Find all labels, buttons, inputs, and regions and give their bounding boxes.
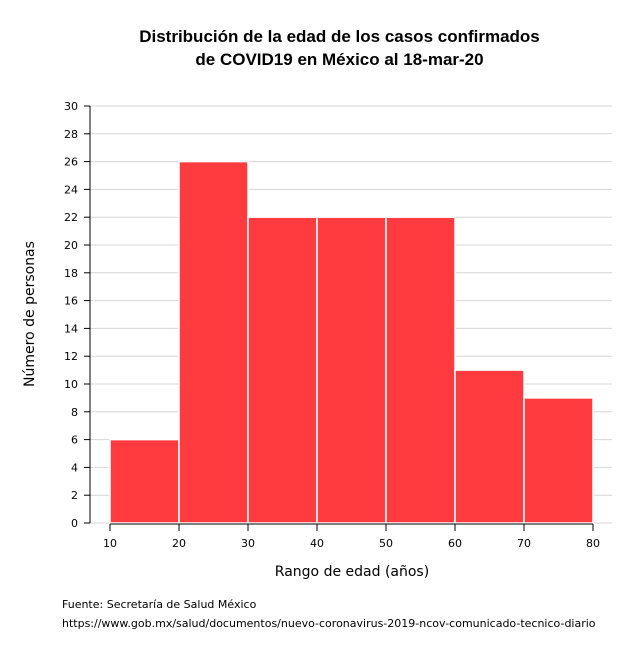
y-tick-label-18: 18: [64, 267, 78, 280]
x-tick-label-10: 10: [103, 537, 117, 550]
y-tick-label-10: 10: [64, 378, 78, 391]
x-tick-label-70: 70: [517, 537, 531, 550]
y-tick-label-20: 20: [64, 239, 78, 252]
bars: [109, 160, 594, 524]
bar-70-80: [523, 397, 594, 524]
chart-title-line-1: Distribución de la edad de los casos con…: [139, 27, 540, 46]
x-tick-label-30: 30: [241, 537, 255, 550]
y-tick-label-12: 12: [64, 350, 78, 363]
y-tick-label-4: 4: [71, 461, 78, 474]
bar-10-20: [109, 438, 180, 524]
bar-60-70: [454, 369, 525, 524]
x-tick-label-40: 40: [310, 537, 324, 550]
y-tick-label-14: 14: [64, 322, 78, 335]
y-tick-label-22: 22: [64, 211, 78, 224]
source-text: Fuente: Secretaría de Salud México: [62, 598, 257, 611]
y-tick-label-2: 2: [71, 489, 78, 502]
y-tick-label-30: 30: [64, 100, 78, 113]
x-tick-label-60: 60: [448, 537, 462, 550]
y-tick-label-16: 16: [64, 295, 78, 308]
caption: Fuente: Secretaría de Salud México https…: [62, 595, 596, 633]
y-axis-label: Número de personas: [22, 241, 38, 387]
bar-20-30: [178, 160, 249, 524]
x-tick-label-50: 50: [379, 537, 393, 550]
x-tick-label-80: 80: [586, 537, 600, 550]
y-tick-label-0: 0: [71, 517, 78, 530]
y-tick-label-6: 6: [71, 434, 78, 447]
y-tick-label-8: 8: [71, 406, 78, 419]
chart-title: Distribución de la edad de los casos con…: [40, 25, 639, 71]
bar-30-40: [247, 216, 318, 524]
x-axis-label: Rango de edad (años): [275, 564, 429, 580]
y-tick-label-26: 26: [64, 156, 78, 169]
chart-title-line-2: de COVID19 en México al 18-mar-20: [195, 50, 484, 69]
y-tick-label-24: 24: [64, 183, 78, 196]
source-url: https://www.gob.mx/salud/documentos/nuev…: [62, 617, 596, 630]
bar-40-50: [316, 216, 387, 524]
x-tick-label-20: 20: [172, 537, 186, 550]
bar-50-60: [385, 216, 456, 524]
y-tick-label-28: 28: [64, 128, 78, 141]
